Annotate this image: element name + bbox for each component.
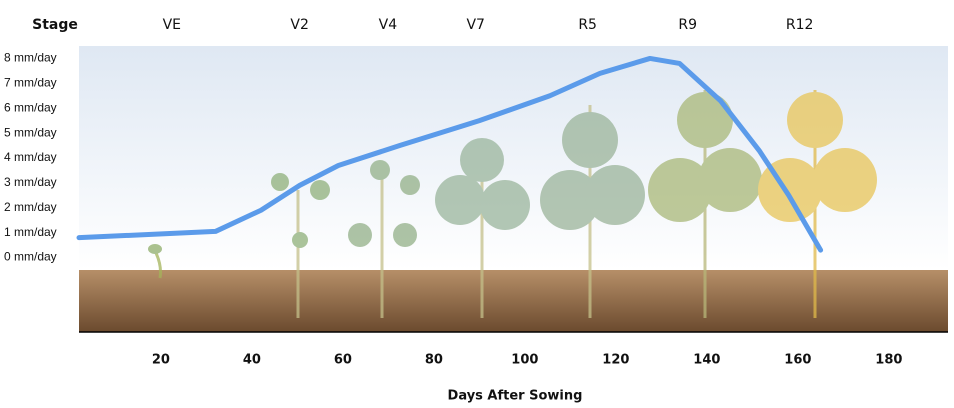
y-tick-label: 8 mm/day [4,51,57,65]
sky-background [79,46,948,270]
x-tick-label: 140 [693,353,720,368]
x-tick-label: 80 [425,353,443,368]
stage-label: R5 [578,17,597,33]
stage-label: V7 [466,17,484,33]
x-tick-label: 20 [152,353,170,368]
y-tick-label: 4 mm/day [4,150,57,164]
x-tick-label: 120 [602,353,629,368]
stage-label: R12 [786,17,814,33]
x-axis-title: Days After Sowing [448,389,583,404]
x-tick-label: 160 [784,353,811,368]
y-tick-label: 7 mm/day [4,76,57,90]
x-tick-label: 180 [875,353,902,368]
y-tick-label: 2 mm/day [4,200,57,214]
y-tick-label: 3 mm/day [4,175,57,189]
stage-label: V4 [379,17,398,33]
stage-label: R9 [678,17,697,33]
stage-title: Stage [32,17,78,33]
x-tick-label: 60 [334,353,352,368]
y-tick-label: 6 mm/day [4,100,57,114]
soil-band [79,270,948,332]
chart: Stage Days After Sowing 0 mm/day 1 mm/day… [0,0,954,408]
x-tick-label: 40 [243,353,261,368]
y-tick-label: 1 mm/day [4,225,57,239]
y-tick-label: 0 mm/day [4,250,57,264]
stage-label: VE [163,17,181,33]
x-tick-label: 100 [511,353,538,368]
stage-label: V2 [290,17,308,33]
y-tick-label: 5 mm/day [4,125,57,139]
